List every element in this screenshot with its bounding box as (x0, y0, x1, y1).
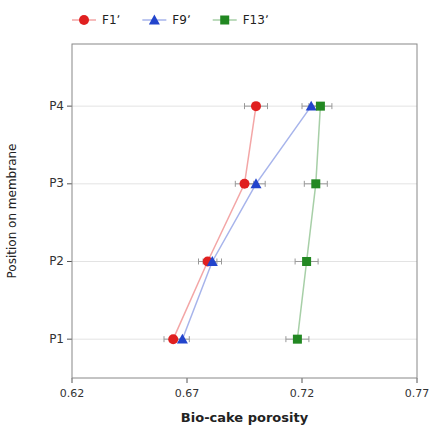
plot-area (164, 101, 332, 345)
tick-label: P1 (49, 332, 64, 346)
x-axis-label: Bio-cake porosity (181, 410, 309, 425)
y-axis-label: Position on membrane (5, 144, 19, 279)
data-point (302, 257, 311, 266)
error-cap (244, 103, 245, 109)
data-point (293, 335, 302, 344)
legend-label: F9ʼ (172, 13, 190, 27)
tick-mark (417, 378, 418, 383)
error-cap (331, 103, 332, 109)
tick-label: 0.77 (405, 387, 430, 400)
tick-mark (187, 378, 188, 383)
data-point (251, 178, 262, 188)
error-cap (198, 258, 199, 264)
tick-label: P3 (49, 176, 64, 190)
tick-mark (67, 339, 72, 340)
tick-mark (72, 378, 73, 383)
error-cap (285, 336, 286, 342)
legend-label: F13ʼ (243, 13, 269, 27)
tick-label: 0.72 (290, 387, 315, 400)
data-point (177, 334, 188, 344)
legend-item: F13ʼ (213, 13, 269, 27)
tick-mark (302, 378, 303, 383)
error-cap (308, 336, 309, 342)
error-cap (302, 103, 303, 109)
error-cap (235, 181, 236, 187)
error-cap (221, 258, 222, 264)
error-cap (295, 258, 296, 264)
legend-marker (220, 16, 229, 25)
data-point (240, 179, 250, 189)
legend-marker (149, 15, 160, 25)
data-point (251, 101, 261, 111)
data-point (207, 256, 218, 266)
error-cap (265, 181, 266, 187)
error-cap (318, 258, 319, 264)
data-point (311, 179, 320, 188)
error-cap (189, 336, 190, 342)
legend: F1ʼ F9ʼ F13ʼ (72, 13, 269, 27)
series-line (173, 106, 256, 339)
tick-label: 0.67 (175, 387, 200, 400)
legend-item: F9ʼ (142, 13, 190, 27)
data-point (316, 102, 325, 111)
grid-line (72, 261, 417, 262)
legend-marker (79, 15, 89, 25)
error-cap (304, 181, 305, 187)
error-cap (327, 181, 328, 187)
tick-mark (67, 183, 72, 184)
data-point (168, 334, 178, 344)
tick-label: 0.62 (60, 387, 85, 400)
tick-mark (67, 106, 72, 107)
legend-label: F1ʼ (102, 13, 120, 27)
tick-mark (67, 261, 72, 262)
error-cap (164, 336, 165, 342)
series-line (297, 106, 320, 339)
error-cap (267, 103, 268, 109)
plot-frame (72, 44, 417, 378)
tick-label: P4 (49, 99, 64, 113)
chart: P1 P2 P3 P4 0.62 0.67 0.72 0.77 Bio-cake porosit… (0, 0, 433, 434)
grid-line (72, 339, 417, 340)
tick-label: P2 (49, 254, 64, 268)
series-line (182, 106, 311, 339)
legend-item: F1ʼ (72, 13, 120, 27)
data-point (306, 101, 317, 111)
